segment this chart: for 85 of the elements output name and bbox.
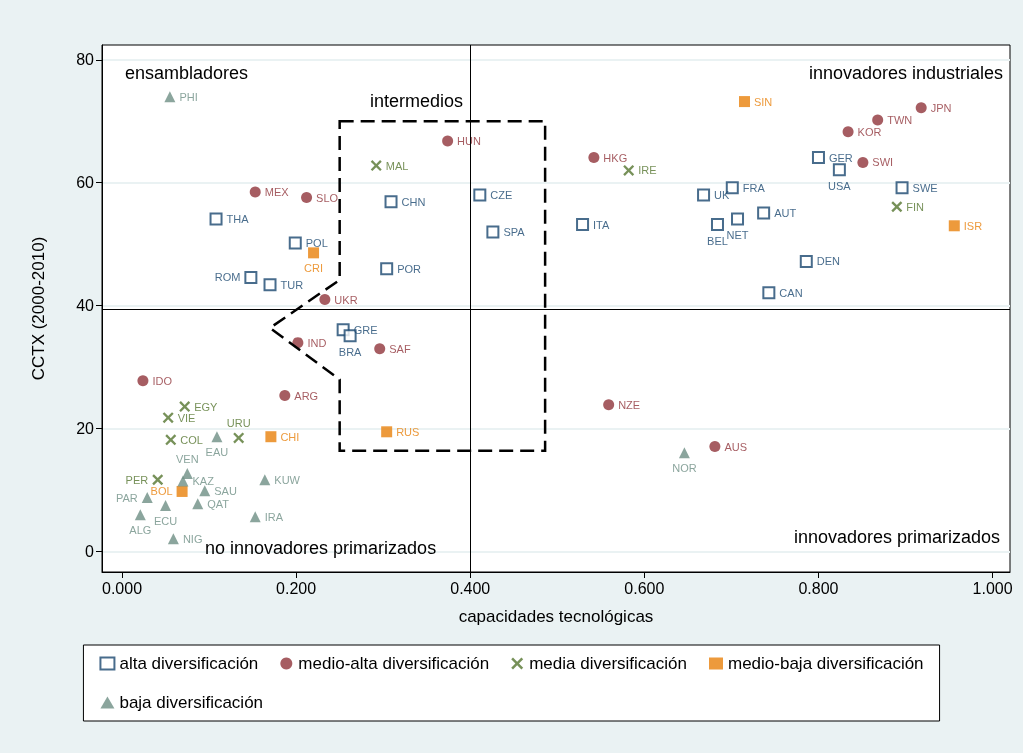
data-label: POR xyxy=(397,262,422,275)
data-label: DEN xyxy=(816,255,841,268)
data-label: SWE xyxy=(912,181,938,194)
data-label: NZE xyxy=(618,398,641,411)
data-label: CHN xyxy=(401,195,426,208)
x-tick-label: 0.400 xyxy=(450,579,491,597)
annotation: ensambladores xyxy=(125,63,249,83)
data-label: IND xyxy=(307,336,327,349)
data-label: KAZ xyxy=(192,474,215,487)
data-label: TWN xyxy=(887,114,913,127)
y-tick-label: 60 xyxy=(76,174,95,192)
y-tick-label: 0 xyxy=(85,543,95,561)
data-label: PAR xyxy=(115,491,138,504)
data-label: ALG xyxy=(129,523,152,536)
data-label: SPA xyxy=(503,225,526,238)
data-label: RUS xyxy=(396,425,420,438)
data-label: SAU xyxy=(214,484,237,497)
data-label: SAF xyxy=(389,342,411,355)
data-label: SIN xyxy=(753,95,773,108)
data-label: UKR xyxy=(334,293,358,306)
data-label: MEX xyxy=(264,185,290,198)
data-label: UK xyxy=(714,189,730,202)
y-tick-label: 20 xyxy=(76,420,95,438)
data-label: TUR xyxy=(280,278,304,291)
data-label: GER xyxy=(828,151,853,164)
data-label: SLO xyxy=(316,191,339,204)
legend-label: medio-alta diversificación xyxy=(298,654,490,673)
data-label: EGY xyxy=(194,400,219,413)
data-label: CAN xyxy=(779,286,803,299)
data-label: HKG xyxy=(603,151,628,164)
data-label: THA xyxy=(226,213,250,226)
legend-label: baja diversificación xyxy=(119,693,264,712)
data-label: MAL xyxy=(385,159,409,172)
data-label: PER xyxy=(125,473,149,486)
data-label: POL xyxy=(305,237,328,250)
data-label: VEN xyxy=(176,452,199,465)
data-label: PHI xyxy=(179,90,198,103)
data-label: BEL xyxy=(707,234,728,247)
data-label: IRA xyxy=(264,510,284,523)
data-label: KOR xyxy=(857,125,882,138)
data-label: ITA xyxy=(593,218,611,231)
data-label: NET xyxy=(726,229,749,242)
annotation: intermedios xyxy=(370,91,464,111)
data-label: CRI xyxy=(304,261,324,274)
y-axis-title: CCTX (2000-2010) xyxy=(29,236,48,381)
data-label: ISR xyxy=(963,219,983,232)
x-tick-label: 1.000 xyxy=(972,579,1013,597)
x-tick-label: 0.200 xyxy=(276,579,317,597)
data-label: BOL xyxy=(150,485,173,498)
data-label: EAU xyxy=(205,445,229,458)
legend-label: medio-baja diversificación xyxy=(727,654,924,673)
data-label: VIE xyxy=(177,411,196,424)
data-label: GRE xyxy=(353,323,378,336)
data-label: QAT xyxy=(207,497,230,510)
data-label: NOR xyxy=(672,461,697,474)
annotation: innovadores primarizados xyxy=(793,527,1001,547)
data-label: ARG xyxy=(294,389,319,402)
annotation: no innovadores primarizados xyxy=(205,538,437,558)
data-label: URU xyxy=(226,416,251,429)
data-label: USA xyxy=(828,179,852,192)
legend-label: alta diversificación xyxy=(119,654,259,673)
data-label: COL xyxy=(180,433,203,446)
data-label: ROM xyxy=(214,271,241,284)
data-label: IRE xyxy=(638,164,657,177)
data-label: JPN xyxy=(930,101,952,114)
data-label: IDO xyxy=(152,374,173,387)
data-label: ECU xyxy=(153,514,178,527)
data-label: BRA xyxy=(338,345,363,358)
data-label: KUW xyxy=(274,473,301,486)
y-tick-label: 40 xyxy=(76,297,95,315)
data-label: FRA xyxy=(742,181,766,194)
data-label: FIN xyxy=(906,200,925,213)
x-tick-label: 0.600 xyxy=(624,579,665,597)
x-axis-title: capacidades tecnológicas xyxy=(458,607,654,626)
x-tick-label: 0.800 xyxy=(798,579,839,597)
x-tick-label: 0.000 xyxy=(102,579,143,597)
data-label: CHI xyxy=(280,430,300,443)
data-label: CZE xyxy=(490,189,513,202)
y-tick-label: 80 xyxy=(76,51,95,69)
data-label: SWI xyxy=(872,156,894,169)
data-label: NIG xyxy=(182,532,203,545)
legend-label: media diversificación xyxy=(529,654,687,673)
annotation: innovadores industriales xyxy=(808,63,1004,83)
data-label: AUT xyxy=(774,206,797,219)
data-label: AUS xyxy=(724,440,747,453)
